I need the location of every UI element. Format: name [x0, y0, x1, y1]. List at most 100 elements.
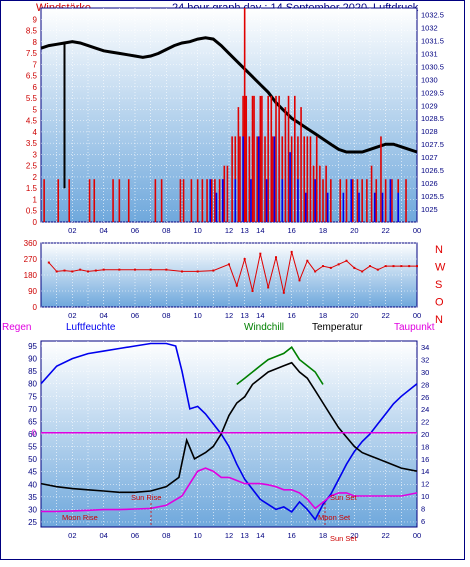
x-tick-label: 18 — [319, 531, 327, 540]
right-tick-label: 1026 — [421, 179, 438, 188]
x-tick-label: 18 — [319, 226, 327, 235]
compass-label: W — [435, 262, 446, 274]
legend-label: Temperatur — [312, 322, 363, 333]
left-tick-label: 1 — [33, 195, 38, 204]
left-tick-label: 7 — [33, 60, 38, 69]
left-tick-label: 4 — [33, 128, 38, 137]
x-tick-label: 13 — [240, 311, 248, 320]
series-line — [40, 36, 418, 154]
left-tick-label: 3.5 — [26, 139, 38, 148]
left-tick-label: 1.5 — [26, 184, 38, 193]
x-tick-label: 18 — [319, 311, 327, 320]
right-tick-label: 14 — [421, 467, 429, 476]
x-tick-label: 00 — [413, 311, 421, 320]
x-tick-label: 00 — [413, 531, 421, 540]
compass-label: N — [435, 314, 443, 326]
compass-label: O — [435, 297, 444, 309]
right-tick-label: 1031.5 — [421, 36, 444, 45]
left-tick-label: 7.5 — [26, 49, 38, 58]
x-tick-label: 04 — [99, 311, 107, 320]
astro-annotation: Moon Rise — [62, 513, 98, 522]
x-tick-label: 06 — [131, 531, 139, 540]
left-tick-label: 30 — [28, 505, 37, 514]
left-tick-label: 6.5 — [26, 72, 38, 81]
right-tick-label: 1031 — [421, 49, 438, 58]
x-tick-label: 16 — [287, 226, 295, 235]
outer-frame — [0, 0, 465, 560]
left-tick-label: 0.5 — [26, 207, 38, 216]
left-tick-label: 360 — [24, 239, 38, 248]
left-tick-label: 3 — [33, 150, 38, 159]
left-tick-label: 90 — [28, 355, 37, 364]
x-tick-label: 08 — [162, 531, 170, 540]
right-tick-label: 32 — [421, 356, 429, 365]
left-tick-label: 2 — [33, 173, 38, 182]
legend-label: Luftfeuchte — [66, 322, 116, 333]
x-tick-label: 14 — [256, 531, 264, 540]
right-tick-label: 1025 — [421, 205, 438, 214]
left-tick-label: 60 — [28, 430, 37, 439]
x-tick-label: 06 — [131, 311, 139, 320]
left-tick-label: 65 — [28, 417, 37, 426]
x-tick-label: 13 — [240, 226, 248, 235]
x-tick-label: 04 — [99, 226, 107, 235]
right-tick-label: 1029 — [421, 101, 438, 110]
right-tick-label: 1027 — [421, 153, 438, 162]
plot-background — [40, 7, 418, 223]
wind-pressure-panel: 9 8.5 8 7.5 7 6.5 6 5.5 5 4.5 4 3.5 3 2.5 2 1.5 1 0.5 0 103… — [26, 7, 444, 235]
x-tick-label: 22 — [381, 311, 389, 320]
left-tick-label: 45 — [28, 468, 37, 477]
x-tick-label: 22 — [381, 226, 389, 235]
right-tick-label: 26 — [421, 393, 429, 402]
right-tick-label: 6 — [421, 517, 425, 526]
x-tick-label: 12 — [225, 531, 233, 540]
left-tick-label: 25 — [28, 518, 37, 527]
x-tick-label: 16 — [287, 311, 295, 320]
x-tick-label: 22 — [381, 531, 389, 540]
right-tick-label: 8 — [421, 504, 425, 513]
x-tick-label: 08 — [162, 311, 170, 320]
x-tick-label: 02 — [68, 226, 76, 235]
series-line — [41, 467, 418, 513]
x-tick-label: 04 — [99, 531, 107, 540]
left-tick-label: 4.5 — [26, 117, 38, 126]
x-tick-label: 00 — [413, 226, 421, 235]
x-tick-label: 20 — [350, 311, 358, 320]
right-tick-label: 30 — [421, 368, 429, 377]
x-tick-label: 16 — [287, 531, 295, 540]
right-tick-label: 1027.5 — [421, 140, 444, 149]
left-tick-label: 9 — [33, 15, 38, 24]
left-tick-label: 270 — [24, 255, 38, 264]
left-tick-label: 35 — [28, 493, 37, 502]
right-tick-label: 1026.5 — [421, 166, 444, 175]
right-tick-label: 1032.5 — [421, 10, 444, 19]
x-tick-label: 14 — [256, 311, 264, 320]
x-tick-label: 02 — [68, 531, 76, 540]
legend-label: Regen — [2, 322, 31, 333]
left-tick-label: 80 — [28, 380, 37, 389]
direction-point — [47, 261, 50, 264]
x-tick-label: 06 — [131, 226, 139, 235]
series-line — [40, 361, 418, 494]
astro-annotation: Sun Rise — [131, 493, 161, 502]
x-tick-label: 12 — [225, 311, 233, 320]
left-tick-label: 50 — [28, 455, 37, 464]
astro-annotation: Sun Set — [330, 493, 358, 502]
series-line — [236, 346, 324, 386]
astro-annotation: Sun Set — [330, 534, 358, 543]
right-tick-label: 10 — [421, 492, 429, 501]
right-tick-label: 1029.5 — [421, 88, 444, 97]
left-tick-label: 8 — [33, 38, 38, 47]
left-tick-label: 0 — [33, 218, 38, 227]
compass-label: N — [435, 244, 443, 256]
x-tick-label: 12 — [225, 226, 233, 235]
left-tick-label: 70 — [28, 405, 37, 414]
right-tick-label: 16 — [421, 455, 429, 464]
legend-label: Taupunkt — [394, 322, 435, 333]
left-tick-label: 40 — [28, 480, 37, 489]
humidity-temperature-panel: 9590858075706560555045403530253432302826… — [2, 322, 435, 543]
left-tick-label: 5.5 — [26, 94, 38, 103]
right-tick-label: 1032 — [421, 23, 438, 32]
